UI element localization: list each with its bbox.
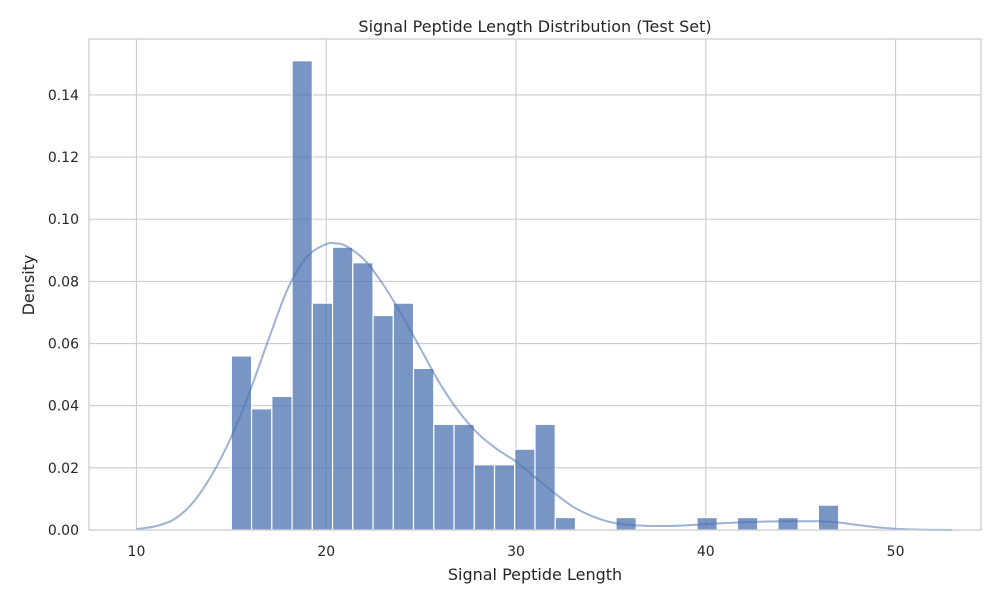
x-tick-labels: 10 20 30 40 50 xyxy=(128,544,905,560)
y-tick-label: 0.00 xyxy=(48,523,79,539)
histogram-bar xyxy=(311,302,334,531)
y-axis-title: Density xyxy=(19,255,38,316)
histogram-bar xyxy=(554,516,577,531)
histogram-bar xyxy=(392,302,415,531)
histogram-bar xyxy=(473,464,496,531)
histogram-bar xyxy=(250,408,273,531)
histogram-bar xyxy=(453,423,475,531)
histogram-bar xyxy=(352,262,374,531)
y-tick-label: 0.08 xyxy=(48,274,79,290)
histogram-bar xyxy=(534,423,556,531)
histogram-bar xyxy=(372,314,394,531)
histogram-bar xyxy=(817,504,840,531)
histogram-bars xyxy=(230,60,840,531)
y-tick-label: 0.04 xyxy=(48,399,79,415)
histogram-bar xyxy=(331,246,354,531)
y-tick-label: 0.10 xyxy=(48,212,79,228)
histogram-bar xyxy=(230,355,253,531)
x-tick-label: 50 xyxy=(887,544,905,560)
kde-curve xyxy=(136,241,953,531)
plot-frame xyxy=(88,38,982,531)
histogram-bar xyxy=(777,516,799,531)
x-tick-label: 10 xyxy=(128,544,146,560)
histogram-bar xyxy=(433,423,455,531)
histogram-bar xyxy=(514,448,536,531)
histogram-bar xyxy=(736,516,759,531)
histogram-bar xyxy=(291,60,313,531)
x-tick-label: 20 xyxy=(317,544,335,560)
x-axis-title: Signal Peptide Length xyxy=(448,565,622,584)
x-tick-label: 30 xyxy=(507,544,525,560)
y-tick-label: 0.02 xyxy=(48,461,79,477)
histogram-bar xyxy=(271,395,293,531)
histogram-bar xyxy=(412,367,435,531)
kde-curve-layer xyxy=(136,241,953,531)
histogram-bar xyxy=(493,464,516,531)
y-tick-label: 0.14 xyxy=(48,88,79,104)
y-tick-label: 0.06 xyxy=(48,337,79,353)
y-tick-label: 0.12 xyxy=(48,150,79,166)
x-tick-label: 40 xyxy=(697,544,715,560)
y-tick-labels: 0.00 0.02 0.04 0.06 0.08 0.10 0.12 0.14 xyxy=(48,88,79,539)
chart-title: Signal Peptide Length Distribution (Test… xyxy=(358,17,711,36)
